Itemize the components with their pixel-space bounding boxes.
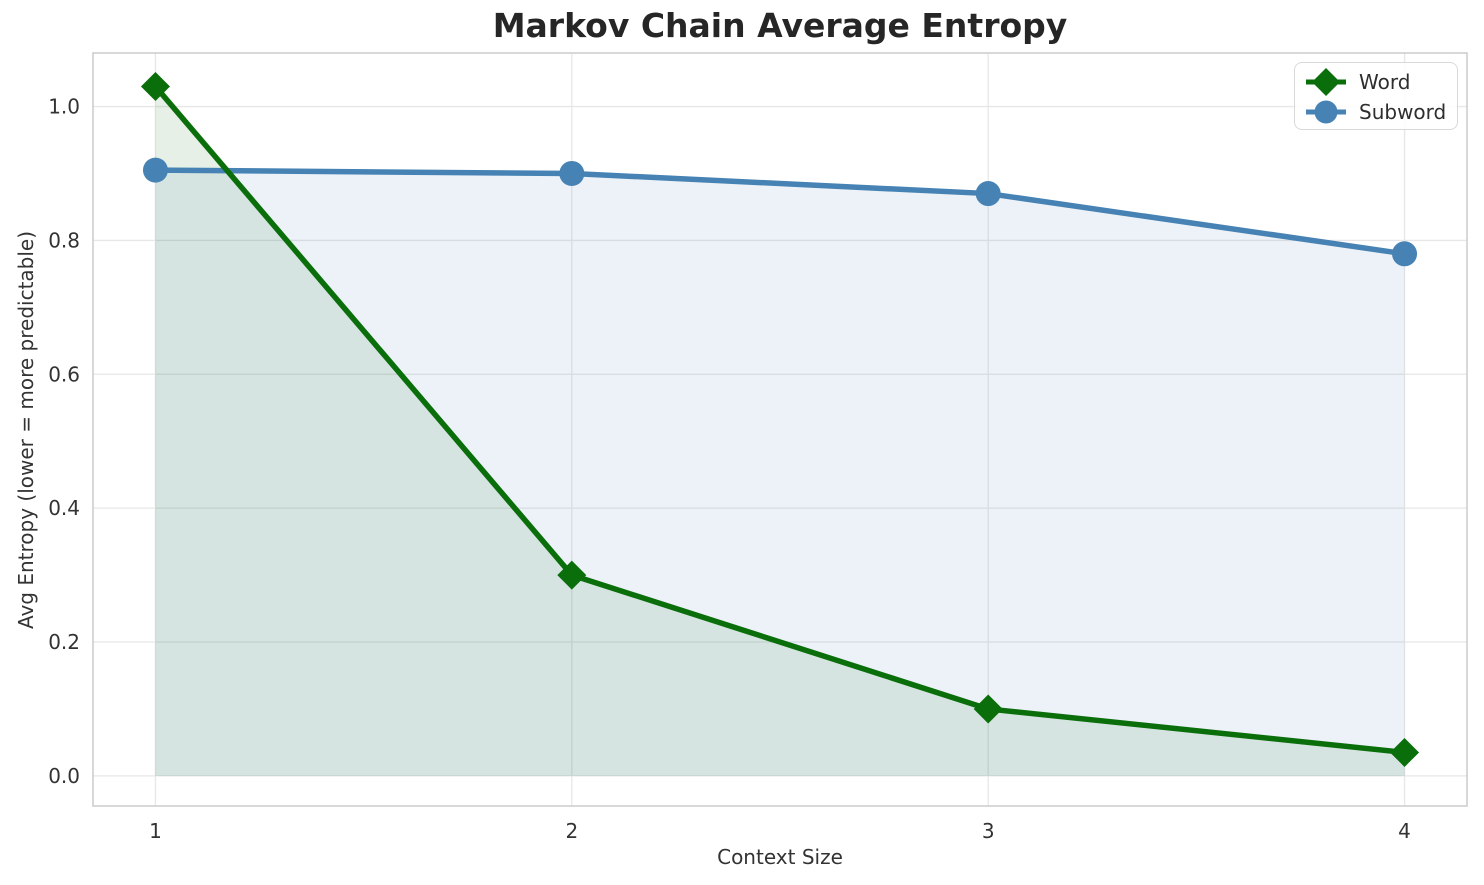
legend-label-word: Word: [1359, 70, 1411, 94]
word-legend-marker-icon: [1306, 68, 1346, 96]
legend-label-subword: Subword: [1359, 100, 1447, 124]
subword-marker: [975, 181, 1001, 207]
x-tick-label: 4: [1398, 819, 1411, 843]
x-axis-label: Context Size: [717, 845, 843, 869]
subword-area-fill: [155, 170, 1405, 776]
subword-marker: [1392, 241, 1418, 267]
y-tick-label: 0.4: [48, 496, 80, 520]
legend-item-word: Word: [1303, 67, 1449, 97]
word-marker: [140, 71, 170, 101]
word-marker: [973, 694, 1003, 724]
axes-border: [92, 52, 1468, 807]
subword-marker: [559, 160, 585, 186]
word-area-fill: [155, 86, 1405, 776]
y-tick-label: 1.0: [48, 95, 80, 119]
x-tick-label: 2: [565, 819, 578, 843]
y-tick-label: 0.8: [48, 228, 80, 252]
word-marker: [1390, 737, 1420, 767]
x-tick-label: 1: [149, 819, 162, 843]
subword-marker: [142, 157, 168, 183]
y-tick-label: 0.0: [48, 764, 80, 788]
subword-legend-marker-icon: [1306, 100, 1346, 124]
chart-title: Markov Chain Average Entropy: [492, 6, 1068, 45]
y-tick-label: 0.2: [48, 630, 80, 654]
subword-line: [152, 167, 1408, 257]
x-tick-label: 3: [982, 819, 995, 843]
axes-background: [93, 53, 1467, 806]
word-line: [152, 83, 1408, 756]
y-axis-label: Avg Entropy (lower = more predictable): [14, 230, 38, 630]
word-marker: [557, 560, 587, 590]
legend: Word Subword: [1294, 62, 1458, 130]
y-tick-label: 0.6: [48, 362, 80, 386]
legend-item-subword: Subword: [1303, 97, 1449, 127]
